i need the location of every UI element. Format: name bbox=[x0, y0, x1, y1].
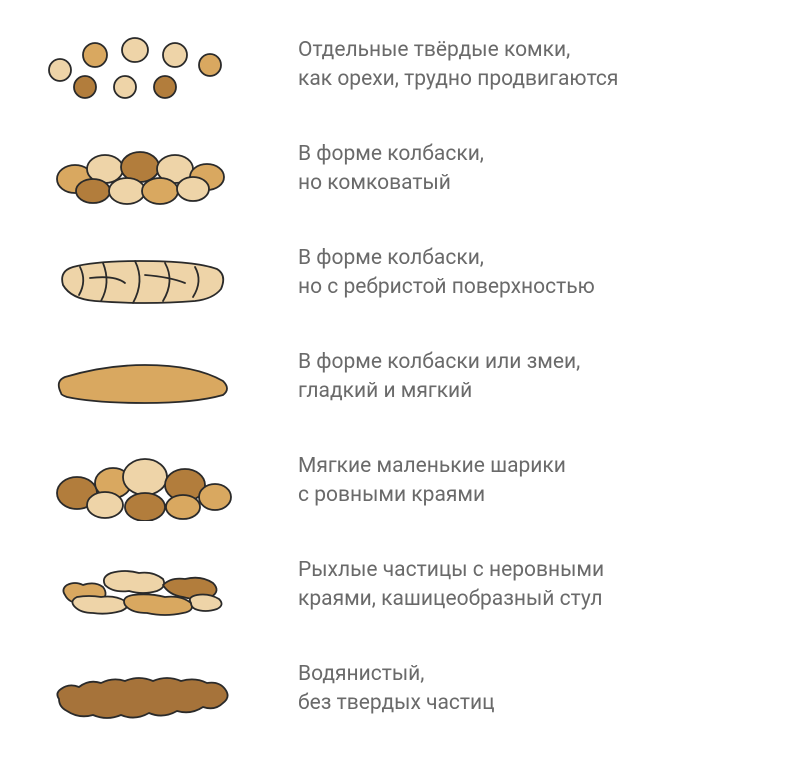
desc-line: с ровными краями bbox=[298, 481, 566, 510]
illustration-type-4 bbox=[30, 332, 250, 422]
row-type-6: Рыхлые частицы с неровными краями, кашиц… bbox=[30, 540, 774, 630]
illustration-type-1 bbox=[30, 20, 250, 110]
description-type-2: В форме колбаски, но комковатый bbox=[298, 140, 484, 199]
desc-line: Мягкие маленькие шарики bbox=[298, 452, 566, 481]
row-type-3: В форме колбаски, но с ребристой поверхн… bbox=[30, 228, 774, 318]
desc-line: краями, кашицеобразный стул bbox=[298, 585, 604, 614]
row-type-1: Отдельные твёрдые комки, как орехи, труд… bbox=[30, 20, 774, 110]
desc-line: но с ребристой поверхностью bbox=[298, 273, 595, 302]
row-type-2: В форме колбаски, но комковатый bbox=[30, 124, 774, 214]
desc-line: без твердых частиц bbox=[298, 689, 495, 718]
illustration-type-2 bbox=[30, 124, 250, 214]
desc-line: В форме колбаски, bbox=[298, 244, 595, 273]
description-type-6: Рыхлые частицы с неровными краями, кашиц… bbox=[298, 556, 604, 615]
desc-line: В форме колбаски или змеи, bbox=[298, 348, 580, 377]
row-type-7: Водянистый, без твердых частиц bbox=[30, 644, 774, 734]
illustration-type-7 bbox=[30, 644, 250, 734]
desc-line: как орехи, трудно продвигаются bbox=[298, 65, 618, 94]
desc-line: Рыхлые частицы с неровными bbox=[298, 556, 604, 585]
description-type-3: В форме колбаски, но с ребристой поверхн… bbox=[298, 244, 595, 303]
chart-container: Отдельные твёрдые комки, как орехи, труд… bbox=[0, 0, 804, 768]
description-type-5: Мягкие маленькие шарики с ровными краями bbox=[298, 452, 566, 511]
illustration-type-3 bbox=[30, 228, 250, 318]
row-type-5: Мягкие маленькие шарики с ровными краями bbox=[30, 436, 774, 526]
row-type-4: В форме колбаски или змеи, гладкий и мяг… bbox=[30, 332, 774, 422]
desc-line: В форме колбаски, bbox=[298, 140, 484, 169]
illustration-type-6 bbox=[30, 540, 250, 630]
desc-line: гладкий и мягкий bbox=[298, 377, 580, 406]
desc-line: Отдельные твёрдые комки, bbox=[298, 36, 618, 65]
desc-line: но комковатый bbox=[298, 169, 484, 198]
description-type-7: Водянистый, без твердых частиц bbox=[298, 660, 495, 719]
illustration-type-5 bbox=[30, 436, 250, 526]
description-type-1: Отдельные твёрдые комки, как орехи, труд… bbox=[298, 36, 618, 95]
desc-line: Водянистый, bbox=[298, 660, 495, 689]
description-type-4: В форме колбаски или змеи, гладкий и мяг… bbox=[298, 348, 580, 407]
